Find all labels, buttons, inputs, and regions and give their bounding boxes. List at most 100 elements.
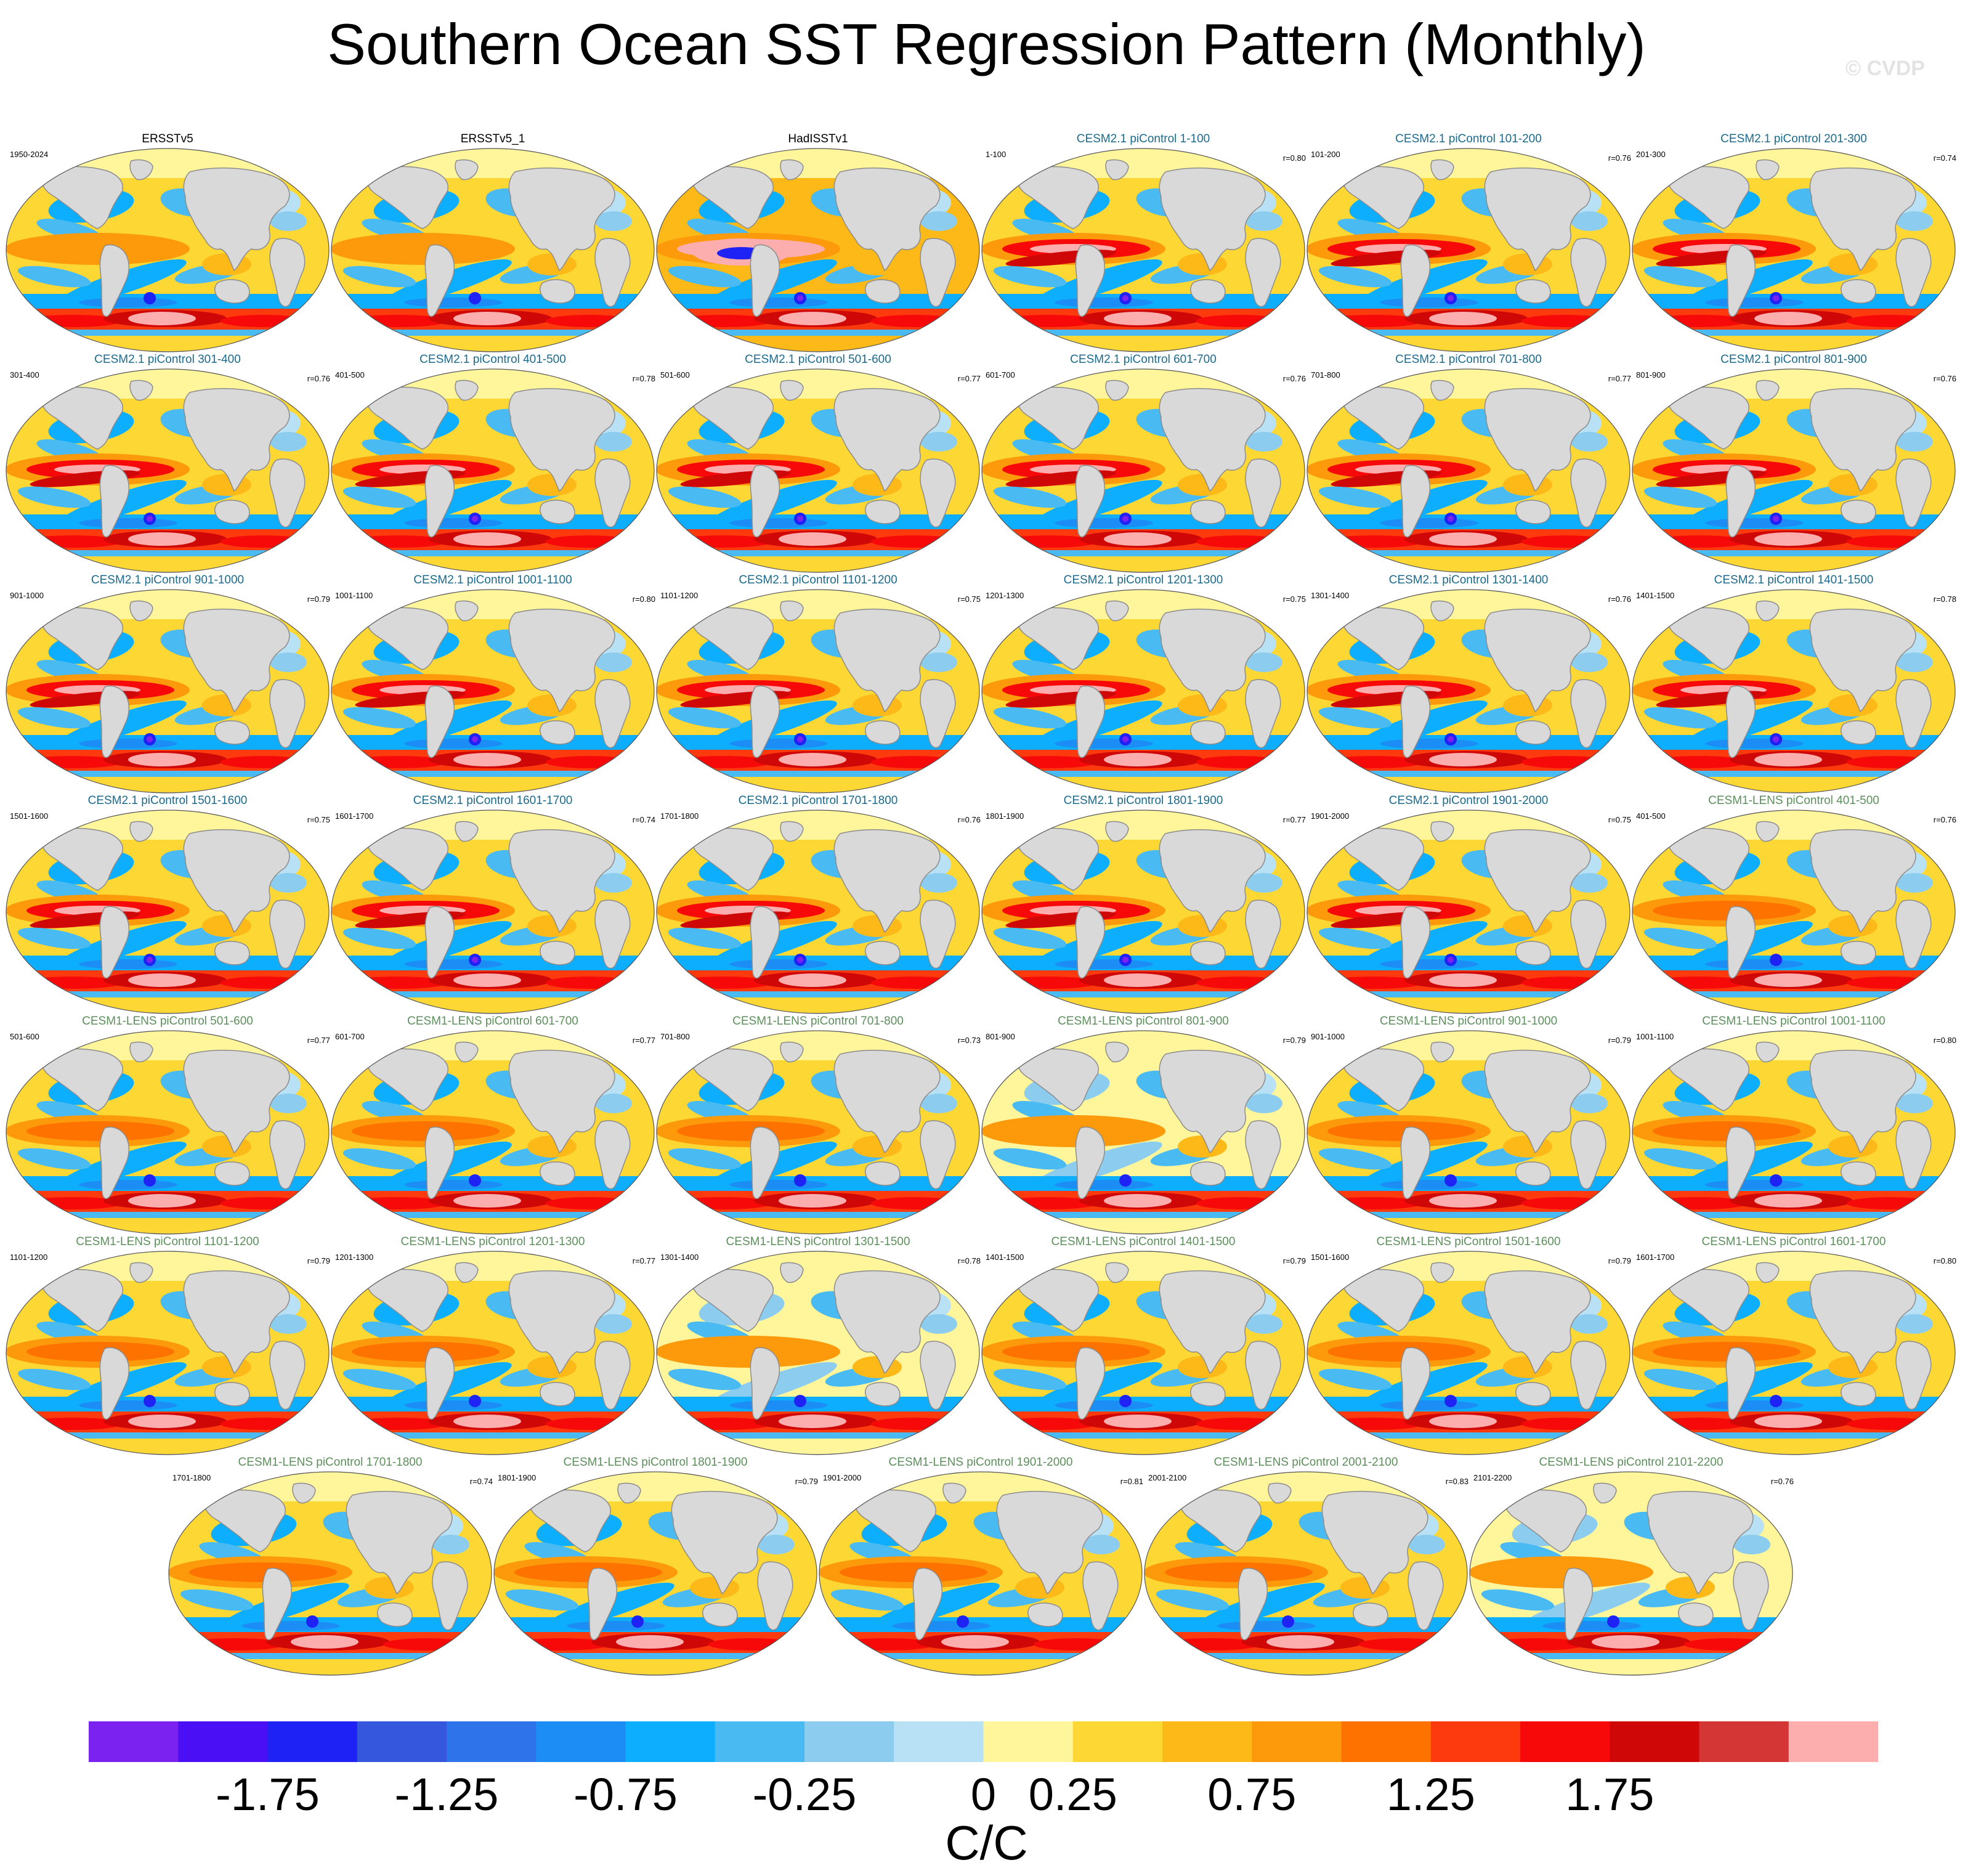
panel-correlation-label: r=0.76 bbox=[957, 815, 981, 824]
panel-correlation-label: r=0.77 bbox=[957, 374, 981, 383]
regression-map bbox=[981, 810, 1305, 1014]
colorbar-tick-label: 0.75 bbox=[1207, 1769, 1297, 1820]
regression-map bbox=[819, 1471, 1143, 1676]
colorbar-box bbox=[894, 1721, 984, 1762]
panel-correlation-label: r=0.80 bbox=[1282, 153, 1306, 163]
panel-title: CESM2.1 piControl 501-600 bbox=[745, 353, 891, 366]
panel-period-label: 1601-1700 bbox=[1636, 1253, 1675, 1262]
regression-map bbox=[656, 589, 980, 794]
map-panel: HadISSTv1 bbox=[655, 132, 981, 353]
colorbar-box bbox=[1788, 1721, 1878, 1762]
panel-period-label: 801-900 bbox=[986, 1032, 1015, 1041]
panel-correlation-label: r=0.79 bbox=[307, 1256, 330, 1265]
panel-title: CESM1-LENS piControl 1701-1800 bbox=[238, 1456, 423, 1469]
colorbar-box bbox=[1162, 1721, 1252, 1762]
map-panel: CESM1-LENS piControl 1101-1200 1101-1200 r… bbox=[5, 1235, 330, 1456]
panel-title: CESM1-LENS piControl 1901-2000 bbox=[888, 1456, 1073, 1469]
panel-period-label: 1401-1500 bbox=[1636, 591, 1675, 600]
panel-period-label: 401-500 bbox=[335, 370, 365, 380]
panel-title: ERSSTv5_1 bbox=[460, 132, 525, 145]
panel-period-label: 301-400 bbox=[10, 370, 39, 380]
map-panel: CESM2.1 piControl 301-400 301-400 r=0.76 bbox=[5, 353, 330, 574]
panel-period-label: 201-300 bbox=[1636, 150, 1666, 159]
map-panel: CESM2.1 piControl 1601-1700 1601-1700 r=0.… bbox=[330, 794, 655, 1015]
map-panel: CESM2.1 piControl 801-900 801-900 r=0.76 bbox=[1631, 353, 1956, 574]
map-panel: CESM1-LENS piControl 1301-1500 1301-1400 r… bbox=[655, 1235, 981, 1456]
colorbar-tick-label: -0.25 bbox=[752, 1769, 857, 1820]
panel-period-label: 1401-1500 bbox=[986, 1253, 1024, 1262]
panel-title: CESM2.1 piControl 201-300 bbox=[1720, 132, 1867, 145]
regression-map bbox=[1632, 810, 1956, 1014]
panel-correlation-label: r=0.76 bbox=[1608, 153, 1631, 163]
map-panel: CESM1-LENS piControl 401-500 401-500 r=0.7… bbox=[1631, 794, 1956, 1015]
panel-title: CESM1-LENS piControl 1101-1200 bbox=[76, 1235, 259, 1248]
colorbar-units-label: C/C bbox=[945, 1816, 1028, 1870]
panel-title: CESM1-LENS piControl 801-900 bbox=[1058, 1015, 1229, 1028]
map-panel: CESM1-LENS piControl 1801-1900 1801-1900 r… bbox=[493, 1456, 818, 1676]
panel-correlation-label: r=0.76 bbox=[307, 374, 330, 383]
panel-period-label: 1201-1300 bbox=[335, 1253, 374, 1262]
regression-map bbox=[1469, 1471, 1793, 1676]
panel-period-label: 1301-1400 bbox=[1311, 591, 1350, 600]
map-panel: CESM1-LENS piControl 1001-1100 1001-1100 r… bbox=[1631, 1015, 1956, 1235]
regression-map bbox=[331, 589, 655, 794]
panel-period-label: 1001-1100 bbox=[1636, 1032, 1674, 1041]
panel-period-label: 901-1000 bbox=[10, 591, 44, 600]
panel-title: CESM2.1 piControl 1001-1100 bbox=[413, 574, 572, 587]
panel-period-label: 1101-1200 bbox=[10, 1253, 48, 1262]
panel-period-label: 501-600 bbox=[10, 1032, 39, 1041]
panel-correlation-label: r=0.77 bbox=[632, 1036, 655, 1045]
regression-map bbox=[1307, 368, 1631, 573]
panel-correlation-label: r=0.81 bbox=[1120, 1477, 1143, 1486]
panel-title: CESM2.1 piControl 1-100 bbox=[1076, 132, 1210, 145]
colorbar-box bbox=[267, 1721, 358, 1762]
regression-map bbox=[1307, 589, 1631, 794]
regression-map bbox=[1307, 148, 1631, 352]
panel-period-label: 1901-2000 bbox=[823, 1473, 862, 1482]
panel-correlation-label: r=0.79 bbox=[795, 1477, 818, 1486]
panel-period-label: 1950-2024 bbox=[10, 150, 49, 159]
panel-title: CESM1-LENS piControl 601-700 bbox=[407, 1015, 578, 1028]
panel-correlation-label: r=0.79 bbox=[1608, 1256, 1631, 1265]
colorbar-box bbox=[178, 1721, 269, 1762]
colorbar-tick-label: -0.75 bbox=[573, 1769, 678, 1820]
regression-map bbox=[1307, 1251, 1631, 1455]
regression-map bbox=[331, 810, 655, 1014]
panel-period-label: 1001-1100 bbox=[335, 591, 373, 600]
panel-correlation-label: r=0.77 bbox=[632, 1256, 655, 1265]
panel-title: CESM2.1 piControl 1701-1800 bbox=[738, 794, 898, 807]
panel-title: CESM1-LENS piControl 1601-1700 bbox=[1701, 1235, 1886, 1248]
map-panel: CESM2.1 piControl 901-1000 901-1000 r=0.79 bbox=[5, 574, 330, 794]
colorbar-box bbox=[1520, 1721, 1610, 1762]
panel-correlation-label: r=0.75 bbox=[1282, 595, 1306, 604]
colorbar-box bbox=[1341, 1721, 1432, 1762]
panel-correlation-label: r=0.76 bbox=[1933, 815, 1956, 824]
colorbar-box bbox=[625, 1721, 716, 1762]
panel-period-label: 1801-1900 bbox=[498, 1473, 537, 1482]
map-panel: CESM2.1 piControl 1001-1100 1001-1100 r=0.… bbox=[330, 574, 655, 794]
colorbar bbox=[89, 1721, 1878, 1762]
panel-period-label: 1201-1300 bbox=[986, 591, 1024, 600]
regression-map bbox=[1632, 1251, 1956, 1455]
panel-title: CESM2.1 piControl 101-200 bbox=[1395, 132, 1542, 145]
regression-map bbox=[331, 1030, 655, 1235]
panel-title: CESM2.1 piControl 601-700 bbox=[1070, 353, 1217, 366]
colorbar-box bbox=[89, 1721, 179, 1762]
map-panel: CESM1-LENS piControl 1901-2000 1901-2000 r… bbox=[818, 1456, 1143, 1676]
map-panel: CESM2.1 piControl 1301-1400 1301-1400 r=0.… bbox=[1306, 574, 1631, 794]
panel-title: CESM1-LENS piControl 1201-1300 bbox=[400, 1235, 585, 1248]
panel-title: ERSSTv5 bbox=[142, 132, 193, 145]
panel-correlation-label: r=0.73 bbox=[957, 1036, 981, 1045]
colorbar-box bbox=[1699, 1721, 1789, 1762]
panel-correlation-label: r=0.74 bbox=[1933, 153, 1956, 163]
panel-period-label: 1301-1400 bbox=[660, 1253, 699, 1262]
panel-title: CESM2.1 piControl 1401-1500 bbox=[1714, 574, 1874, 587]
map-panel: CESM1-LENS piControl 1201-1300 1201-1300 r… bbox=[330, 1235, 655, 1456]
colorbar-box bbox=[715, 1721, 805, 1762]
regression-map bbox=[1632, 368, 1956, 573]
map-panel: CESM1-LENS piControl 2001-2100 2001-2100 r… bbox=[1143, 1456, 1469, 1676]
panel-title: CESM1-LENS piControl 501-600 bbox=[82, 1015, 253, 1028]
panel-correlation-label: r=0.76 bbox=[1770, 1477, 1794, 1486]
map-panel: CESM1-LENS piControl 1501-1600 1501-1600 r… bbox=[1306, 1235, 1631, 1456]
panel-correlation-label: r=0.78 bbox=[1933, 595, 1956, 604]
